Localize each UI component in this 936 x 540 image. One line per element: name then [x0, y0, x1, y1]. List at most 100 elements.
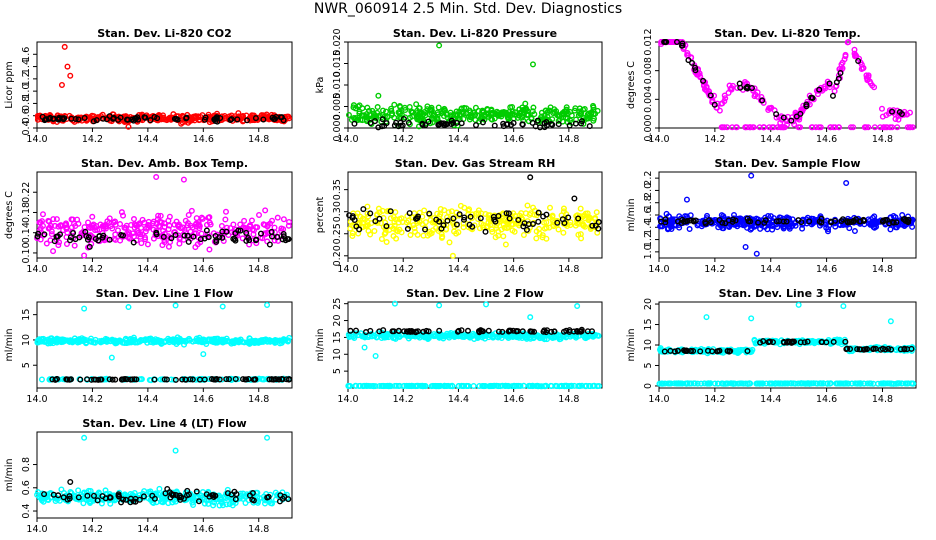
data-point-outlier: [67, 478, 74, 485]
data-point: [409, 109, 416, 116]
data-point: [161, 376, 168, 383]
data-point: [716, 107, 723, 114]
data-point: [703, 87, 710, 94]
data-point: [495, 334, 502, 341]
data-point-outlier: [753, 250, 760, 257]
data-point: [225, 376, 232, 383]
data-point: [68, 224, 75, 231]
data-point-outlier: [81, 434, 88, 441]
data-point: [592, 222, 599, 229]
data-point: [274, 214, 281, 221]
data-point: [534, 383, 541, 390]
data-point: [144, 339, 151, 346]
data-point: [871, 224, 878, 231]
series-1: [345, 42, 601, 130]
data-point: [889, 219, 896, 226]
data-point: [361, 382, 368, 389]
data-point-outlier: [153, 174, 160, 181]
data-point: [246, 222, 253, 229]
data-point: [827, 218, 834, 225]
data-point: [219, 234, 226, 241]
data-point: [122, 225, 129, 232]
series-2: [345, 382, 602, 390]
x-tick-label: 14.0: [26, 394, 47, 405]
data-point: [379, 207, 386, 214]
data-point: [511, 228, 518, 235]
data-point: [584, 210, 591, 217]
data-point: [748, 225, 755, 232]
data-point: [495, 328, 502, 335]
data-point: [566, 122, 573, 129]
data-point: [110, 219, 117, 226]
series-3: [661, 338, 915, 355]
data-point: [271, 224, 278, 231]
data-point: [81, 224, 88, 231]
data-point: [722, 95, 729, 102]
data-point: [788, 117, 795, 124]
data-point: [383, 223, 390, 230]
data-point: [190, 502, 197, 509]
data-point: [854, 346, 861, 353]
data-point: [246, 338, 253, 345]
data-point: [560, 328, 567, 335]
data-point: [756, 124, 763, 131]
data-point: [68, 216, 75, 223]
x-tick-label: 14.8: [872, 264, 893, 275]
data-point: [176, 240, 183, 247]
data-point: [698, 380, 705, 387]
data-point: [455, 382, 462, 389]
y-tick-label: 20: [332, 315, 343, 327]
y-tick-label: 1.8: [643, 195, 654, 210]
data-point: [131, 115, 138, 122]
data-point: [504, 121, 511, 128]
data-point: [589, 222, 596, 229]
data-point: [193, 488, 200, 495]
data-point: [138, 376, 145, 383]
data-point: [812, 124, 819, 131]
data-point: [907, 124, 914, 131]
data-point-outlier: [683, 196, 690, 203]
data-point: [374, 109, 381, 116]
data-point: [543, 219, 550, 226]
data-point: [507, 104, 514, 111]
data-point: [54, 233, 61, 240]
data-point: [99, 222, 106, 229]
panel-3: Stan. Dev. Li-820 Temp.degrees C14.0 14.2…: [626, 27, 917, 145]
y-tick-label: 0.000: [332, 114, 343, 141]
data-point: [560, 205, 567, 212]
data-point: [383, 120, 390, 127]
data-point: [166, 337, 173, 344]
data-point: [850, 124, 857, 131]
data-point: [185, 238, 192, 245]
data-point: [360, 333, 367, 340]
data-point: [253, 240, 260, 247]
x-tick-label: 14.6: [503, 264, 524, 275]
data-point: [860, 216, 867, 223]
data-point: [184, 232, 191, 239]
data-point: [445, 209, 452, 216]
data-point: [877, 124, 884, 131]
data-point: [872, 345, 879, 352]
x-tick-label: 14.6: [193, 394, 214, 405]
data-point: [488, 107, 495, 114]
data-point: [380, 327, 387, 334]
data-point-outlier: [748, 315, 755, 322]
data-point: [784, 380, 791, 387]
data-point: [224, 490, 231, 497]
data-point: [594, 383, 601, 390]
data-point: [721, 92, 728, 99]
data-point: [737, 84, 744, 91]
data-point: [658, 380, 665, 387]
data-point: [206, 214, 213, 221]
data-point-outlier: [264, 434, 271, 441]
data-point: [773, 221, 780, 228]
series-2: [34, 227, 292, 250]
data-point: [667, 347, 674, 354]
data-point: [420, 328, 427, 335]
data-point: [35, 230, 42, 237]
data-point: [282, 237, 289, 244]
data-point: [711, 101, 718, 108]
data-point: [801, 339, 808, 346]
data-point-outlier: [125, 123, 132, 130]
data-point: [757, 225, 764, 232]
